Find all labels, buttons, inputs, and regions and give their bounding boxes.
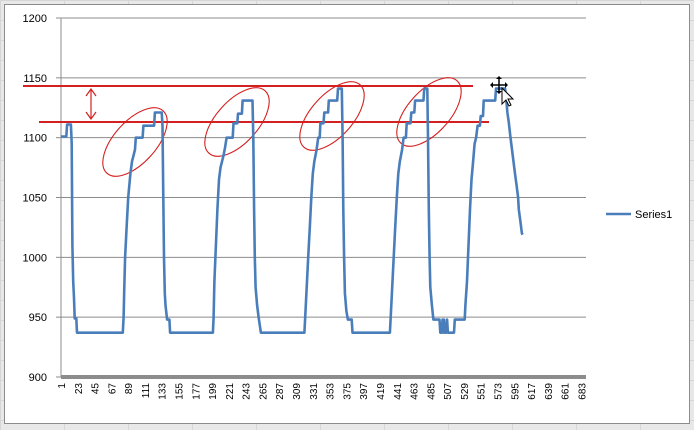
x-tick-label: 573 — [493, 383, 504, 400]
y-tick-label: 1150 — [23, 73, 47, 85]
x-tick-label: 221 — [225, 383, 236, 400]
y-tick-label: 1200 — [23, 13, 47, 25]
highlight-ellipse-1 — [102, 107, 168, 177]
x-tick-label: 287 — [275, 383, 286, 400]
move-cursor-icon — [490, 76, 515, 107]
x-tick-label: 683 — [577, 383, 588, 400]
arrow-head-down — [85, 111, 97, 121]
series-layer — [61, 87, 524, 335]
x-axis-ticks: 1 23 45 67 89 111 133 155 177 199 221 243 265 287 309 3… — [57, 383, 588, 400]
x-tick-label: 89 — [124, 383, 135, 395]
gridlines — [61, 17, 586, 378]
annotations — [23, 77, 489, 177]
x-tick-label: 639 — [544, 383, 555, 400]
x-tick-label: 661 — [561, 383, 572, 400]
x-tick-label: 133 — [158, 383, 169, 400]
x-tick-label: 617 — [527, 383, 538, 400]
x-tick-label: 1 — [57, 383, 68, 389]
x-tick-label: 507 — [443, 383, 454, 400]
highlight-ellipse-4 — [396, 77, 462, 147]
x-tick-label: 265 — [258, 383, 269, 400]
x-tick-label: 595 — [510, 383, 521, 400]
x-tick-label: 463 — [410, 383, 421, 400]
x-tick-label: 331 — [309, 383, 320, 400]
x-tick-label: 67 — [107, 383, 118, 395]
x-tick-label: 199 — [208, 383, 219, 400]
x-tick-label: 551 — [477, 383, 488, 400]
x-tick-label: 177 — [191, 383, 202, 400]
x-tick-label: 441 — [393, 383, 404, 400]
x-tick-label: 529 — [460, 383, 471, 400]
x-tick-label: 155 — [175, 383, 186, 400]
legend-label: Series1 — [635, 209, 672, 221]
y-tick-label: 950 — [29, 312, 47, 324]
x-tick-label: 45 — [91, 383, 102, 395]
x-tick-label: 353 — [326, 383, 337, 400]
x-tick-label: 23 — [74, 383, 85, 395]
legend[interactable]: Series1 — [606, 209, 672, 221]
x-tick-label: 243 — [242, 383, 253, 400]
y-tick-label: 1100 — [23, 133, 47, 145]
x-tick-label: 419 — [376, 383, 387, 400]
y-tick-label: 1000 — [23, 252, 47, 264]
y-tick-label: 900 — [29, 372, 47, 384]
x-tick-label: 111 — [141, 383, 152, 399]
chart-area[interactable]: 900 950 1000 1050 1100 1150 1200 1 23 45 67 89 111 1… — [4, 4, 690, 424]
y-axis-ticks: 900 950 1000 1050 1100 1150 1200 — [23, 13, 586, 384]
arrow-head-up — [85, 87, 97, 97]
highlight-ellipse-3 — [299, 81, 365, 151]
x-tick-label: 485 — [426, 383, 437, 400]
x-tick-label: 375 — [342, 383, 353, 400]
x-tick-label: 397 — [359, 383, 370, 400]
y-tick-label: 1050 — [23, 193, 47, 205]
x-tick-label: 309 — [292, 383, 303, 400]
series-line — [61, 87, 524, 335]
